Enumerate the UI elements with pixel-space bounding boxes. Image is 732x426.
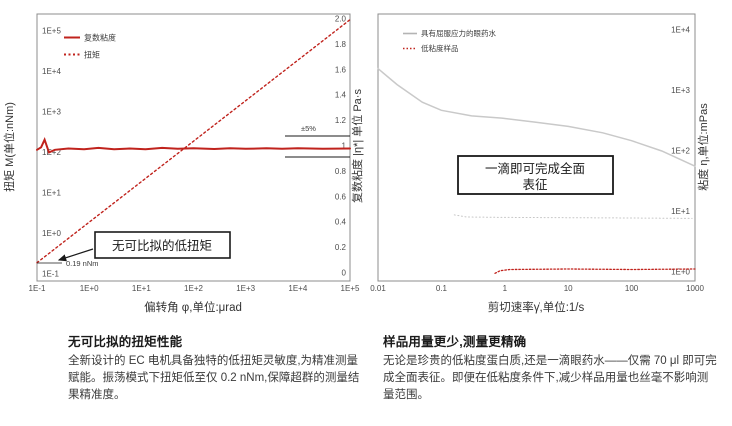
y-left-tick-label: 1E-1: [42, 270, 59, 279]
x-tick-label: 1: [503, 284, 508, 293]
callout-arrow: [57, 248, 94, 262]
x-tick-label: 0.1: [436, 284, 448, 293]
torque-description-title: 无可比拟的扭矩性能: [68, 335, 183, 349]
y-tick-label: 1E+0: [671, 268, 690, 277]
torque-description: 无可比拟的扭矩性能 全新设计的 EC 电机具备独特的低扭矩灵敏度,为精准测量赋能…: [68, 331, 368, 404]
y-left-tick-label: 1E+5: [42, 27, 61, 36]
x-axis-title: 偏转角 φ,单位:μrad: [144, 300, 242, 314]
x-tick-label: 1E+2: [184, 284, 203, 293]
y-tick-label: 1E+4: [671, 26, 690, 35]
x-tick-label: 10: [564, 284, 573, 293]
faint-dotted-line: [453, 214, 693, 219]
sample-description-title: 样品用量更少,测量更精确: [383, 335, 527, 349]
y-right-tick-label: 0.4: [335, 218, 347, 227]
min-torque-value-label: 0.19 nNm: [66, 259, 99, 268]
y-right-tick-label: 2.0: [335, 15, 347, 24]
y-left-tick-label: 1E+0: [42, 229, 61, 238]
y-right-tick-label: 1.6: [335, 65, 347, 74]
y-left-tick-label: 1E+3: [42, 108, 61, 117]
y-right-axis-title: 复数粘度 |η*| 单位 Pa·s: [350, 89, 364, 203]
y-left-axis-title: 扭矩 M(单位:nNm): [2, 102, 16, 192]
y-tick-label: 1E+1: [671, 207, 690, 216]
viscosity-chart: 0.01 0.1 1 10 100 1000 1E+4 1E+3 1E+2 1E+1 1E+0 具有屈…: [366, 0, 732, 335]
x-tick-label: 1E+1: [132, 284, 151, 293]
y-right-tick-label: 1.8: [335, 40, 347, 49]
sample-description-body: 无论是珍贵的低粘度蛋白质,还是一滴眼药水——仅需 70 μl 即可完成全面表征。…: [383, 355, 717, 401]
low-viscosity-sample-line: [494, 268, 696, 274]
legend-label: 具有屈服应力的眼药水: [421, 28, 496, 38]
torque-description-body: 全新设计的 EC 电机具备独特的低扭矩灵敏度,为精准测量赋能。振荡模式下扭矩低至…: [68, 355, 360, 401]
y-right-axis-title: 粘度 η,单位:mPas: [696, 103, 710, 191]
callout-text-line2: 表征: [522, 178, 548, 192]
y-right-tick-label: 0.6: [335, 192, 347, 201]
x-tick-label: 1E+3: [236, 284, 255, 293]
x-tick-label: 1E+5: [341, 284, 360, 293]
torque-line: [36, 19, 351, 264]
eye-drops-line: [377, 67, 696, 167]
y-right-tick-label: 0.2: [335, 243, 347, 252]
legend-label: 复数粘度: [84, 32, 116, 42]
x-axis-title: 剪切速率γ̇,单位:1/s: [488, 300, 585, 314]
callout-box: [94, 231, 231, 259]
chart-series-and-ticks: 1E-1 1E+0 1E+1 1E+2 1E+3 1E+4 1E+5 1E-1 1E+0 1E+1…: [29, 15, 360, 294]
torque-chart: 1E-1 1E+0 1E+1 1E+2 1E+3 1E+4 1E+5 1E-1 1E+0 1E+1…: [0, 0, 366, 335]
y-right-tick-label: 1: [342, 142, 347, 151]
x-tick-label: 1000: [686, 284, 704, 293]
x-tick-label: 1E-1: [29, 284, 46, 293]
callout-text: 无可比拟的低扭矩: [112, 238, 212, 253]
y-left-tick-label: 1E+1: [42, 189, 61, 198]
y-right-tick-label: 0.8: [335, 167, 347, 176]
y-left-tick-label: 1E+2: [42, 148, 61, 157]
plot-frame: [377, 13, 696, 282]
y-tick-label: 1E+3: [671, 86, 690, 95]
x-tick-label: 1E+0: [80, 284, 99, 293]
y-tick-label: 1E+2: [671, 147, 690, 156]
callout-text-line1: 一滴即可完成全面: [485, 161, 585, 176]
sample-description: 样品用量更少,测量更精确 无论是珍贵的低粘度蛋白质,还是一滴眼药水——仅需 70…: [383, 331, 717, 404]
legend-label: 低粘度样品: [421, 43, 459, 53]
callout-box: [457, 155, 614, 195]
y-right-tick-label: 1.2: [335, 116, 347, 125]
x-tick-label: 0.01: [370, 284, 386, 293]
y-right-tick-label: 1.4: [335, 91, 347, 100]
complex-viscosity-line: [36, 137, 351, 154]
y-left-tick-label: 1E+4: [42, 67, 61, 76]
x-tick-label: 1E+4: [288, 284, 307, 293]
legend-label: 扭矩: [84, 49, 100, 59]
x-tick-label: 100: [625, 284, 639, 293]
tolerance-band-label: ±5%: [301, 124, 316, 133]
chart-series-and-ticks: 0.01 0.1 1 10 100 1000 1E+4 1E+3 1E+2 1E+1 1E+0 具有屈…: [370, 26, 704, 294]
y-right-tick-label: 0: [342, 269, 347, 278]
